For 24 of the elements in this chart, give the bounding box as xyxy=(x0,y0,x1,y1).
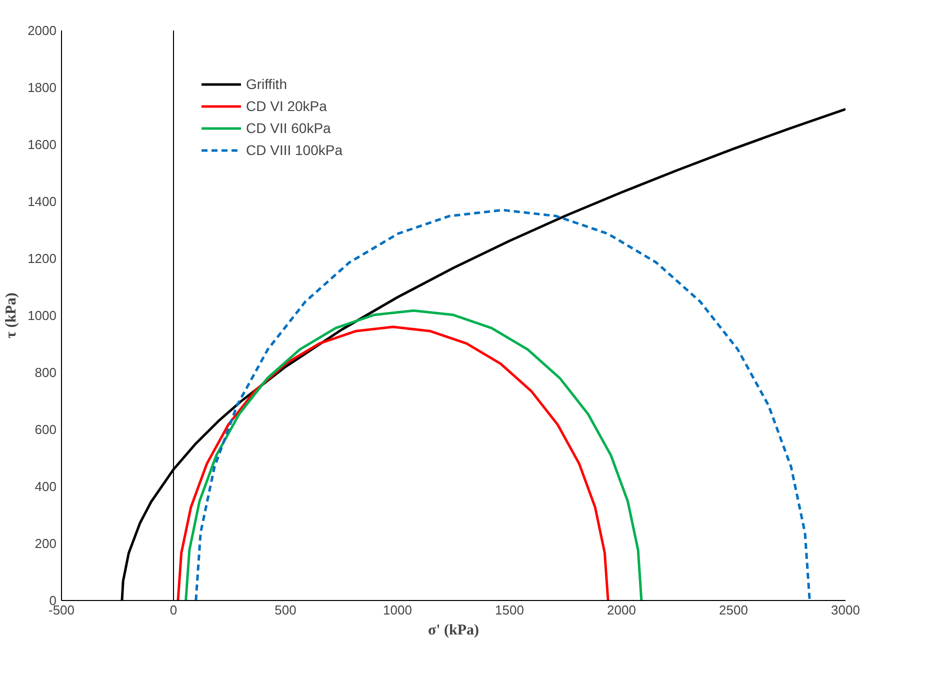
y-tick-label: 1800 xyxy=(28,80,56,95)
y-tick-label: 600 xyxy=(34,422,57,437)
x-tick-label: 500 xyxy=(274,602,296,618)
legend-label: Griffith xyxy=(246,76,287,92)
x-tick-label: 1500 xyxy=(495,602,524,618)
y-tick-label: 1000 xyxy=(28,308,56,323)
y-axis-title: τ (kPa) xyxy=(4,292,20,338)
legend-label: CD VIII 100kPa xyxy=(246,142,342,158)
line-series xyxy=(194,208,811,600)
y-tick-label: 2000 xyxy=(28,23,56,38)
x-tick-label: 2000 xyxy=(607,602,636,618)
legend-label: CD VII 60kPa xyxy=(246,120,331,136)
y-tick-label: 1600 xyxy=(28,137,56,152)
x-tick-label: 0 xyxy=(170,602,178,618)
y-tick-label: 800 xyxy=(34,365,57,380)
x-tick-label: 2500 xyxy=(719,602,748,618)
x-axis-title: σ' (kPa) xyxy=(428,622,480,638)
y-tick-label: 400 xyxy=(34,479,57,494)
x-tick-label: 1000 xyxy=(383,602,412,618)
legend-label: CD VI 20kPa xyxy=(246,98,327,114)
y-tick-label: 1400 xyxy=(28,194,56,209)
x-tick-label: 3000 xyxy=(831,602,860,618)
y-tick-label: 1200 xyxy=(28,251,56,266)
y-tick-label: 200 xyxy=(34,536,57,551)
